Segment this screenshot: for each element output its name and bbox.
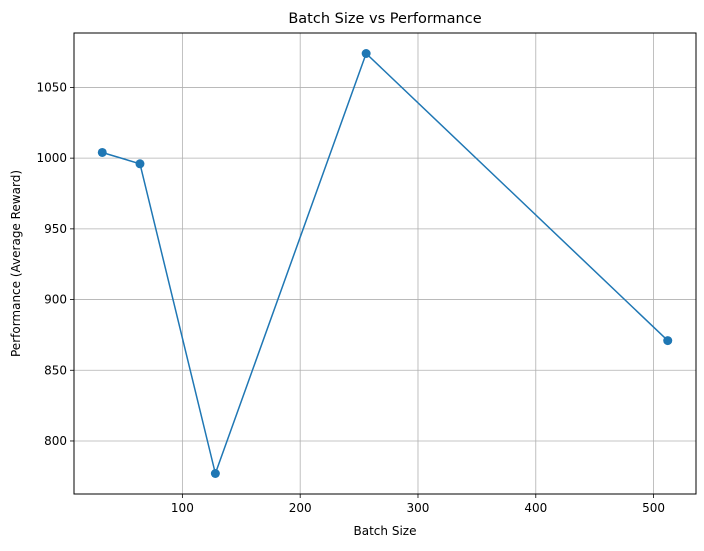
chart-title: Batch Size vs Performance [288, 11, 481, 27]
x-tick-label: 200 [289, 501, 312, 515]
data-point [361, 49, 371, 59]
x-tick-label: 400 [524, 501, 547, 515]
x-tick-label: 100 [171, 501, 194, 515]
y-axis-label: Performance (Average Reward) [9, 170, 23, 357]
data-point [210, 468, 220, 478]
y-tick-label: 950 [44, 222, 67, 236]
y-tick-label: 900 [44, 293, 67, 307]
grid [74, 33, 696, 494]
x-axis-label: Batch Size [354, 524, 417, 538]
x-tick-label: 500 [642, 501, 665, 515]
y-tick-label: 1050 [36, 80, 67, 94]
x-tick-label: 300 [407, 501, 430, 515]
series-layer [97, 49, 673, 478]
y-tick-label: 850 [44, 363, 67, 377]
ticks: 100 200 300 400 500 800 850 900 950 1000 1050 [36, 80, 665, 515]
plot-frame [73, 32, 697, 495]
data-point [135, 159, 145, 169]
y-tick-label: 1000 [36, 151, 67, 165]
data-point [97, 147, 107, 157]
data-point [663, 336, 673, 346]
y-tick-label: 800 [44, 434, 67, 448]
